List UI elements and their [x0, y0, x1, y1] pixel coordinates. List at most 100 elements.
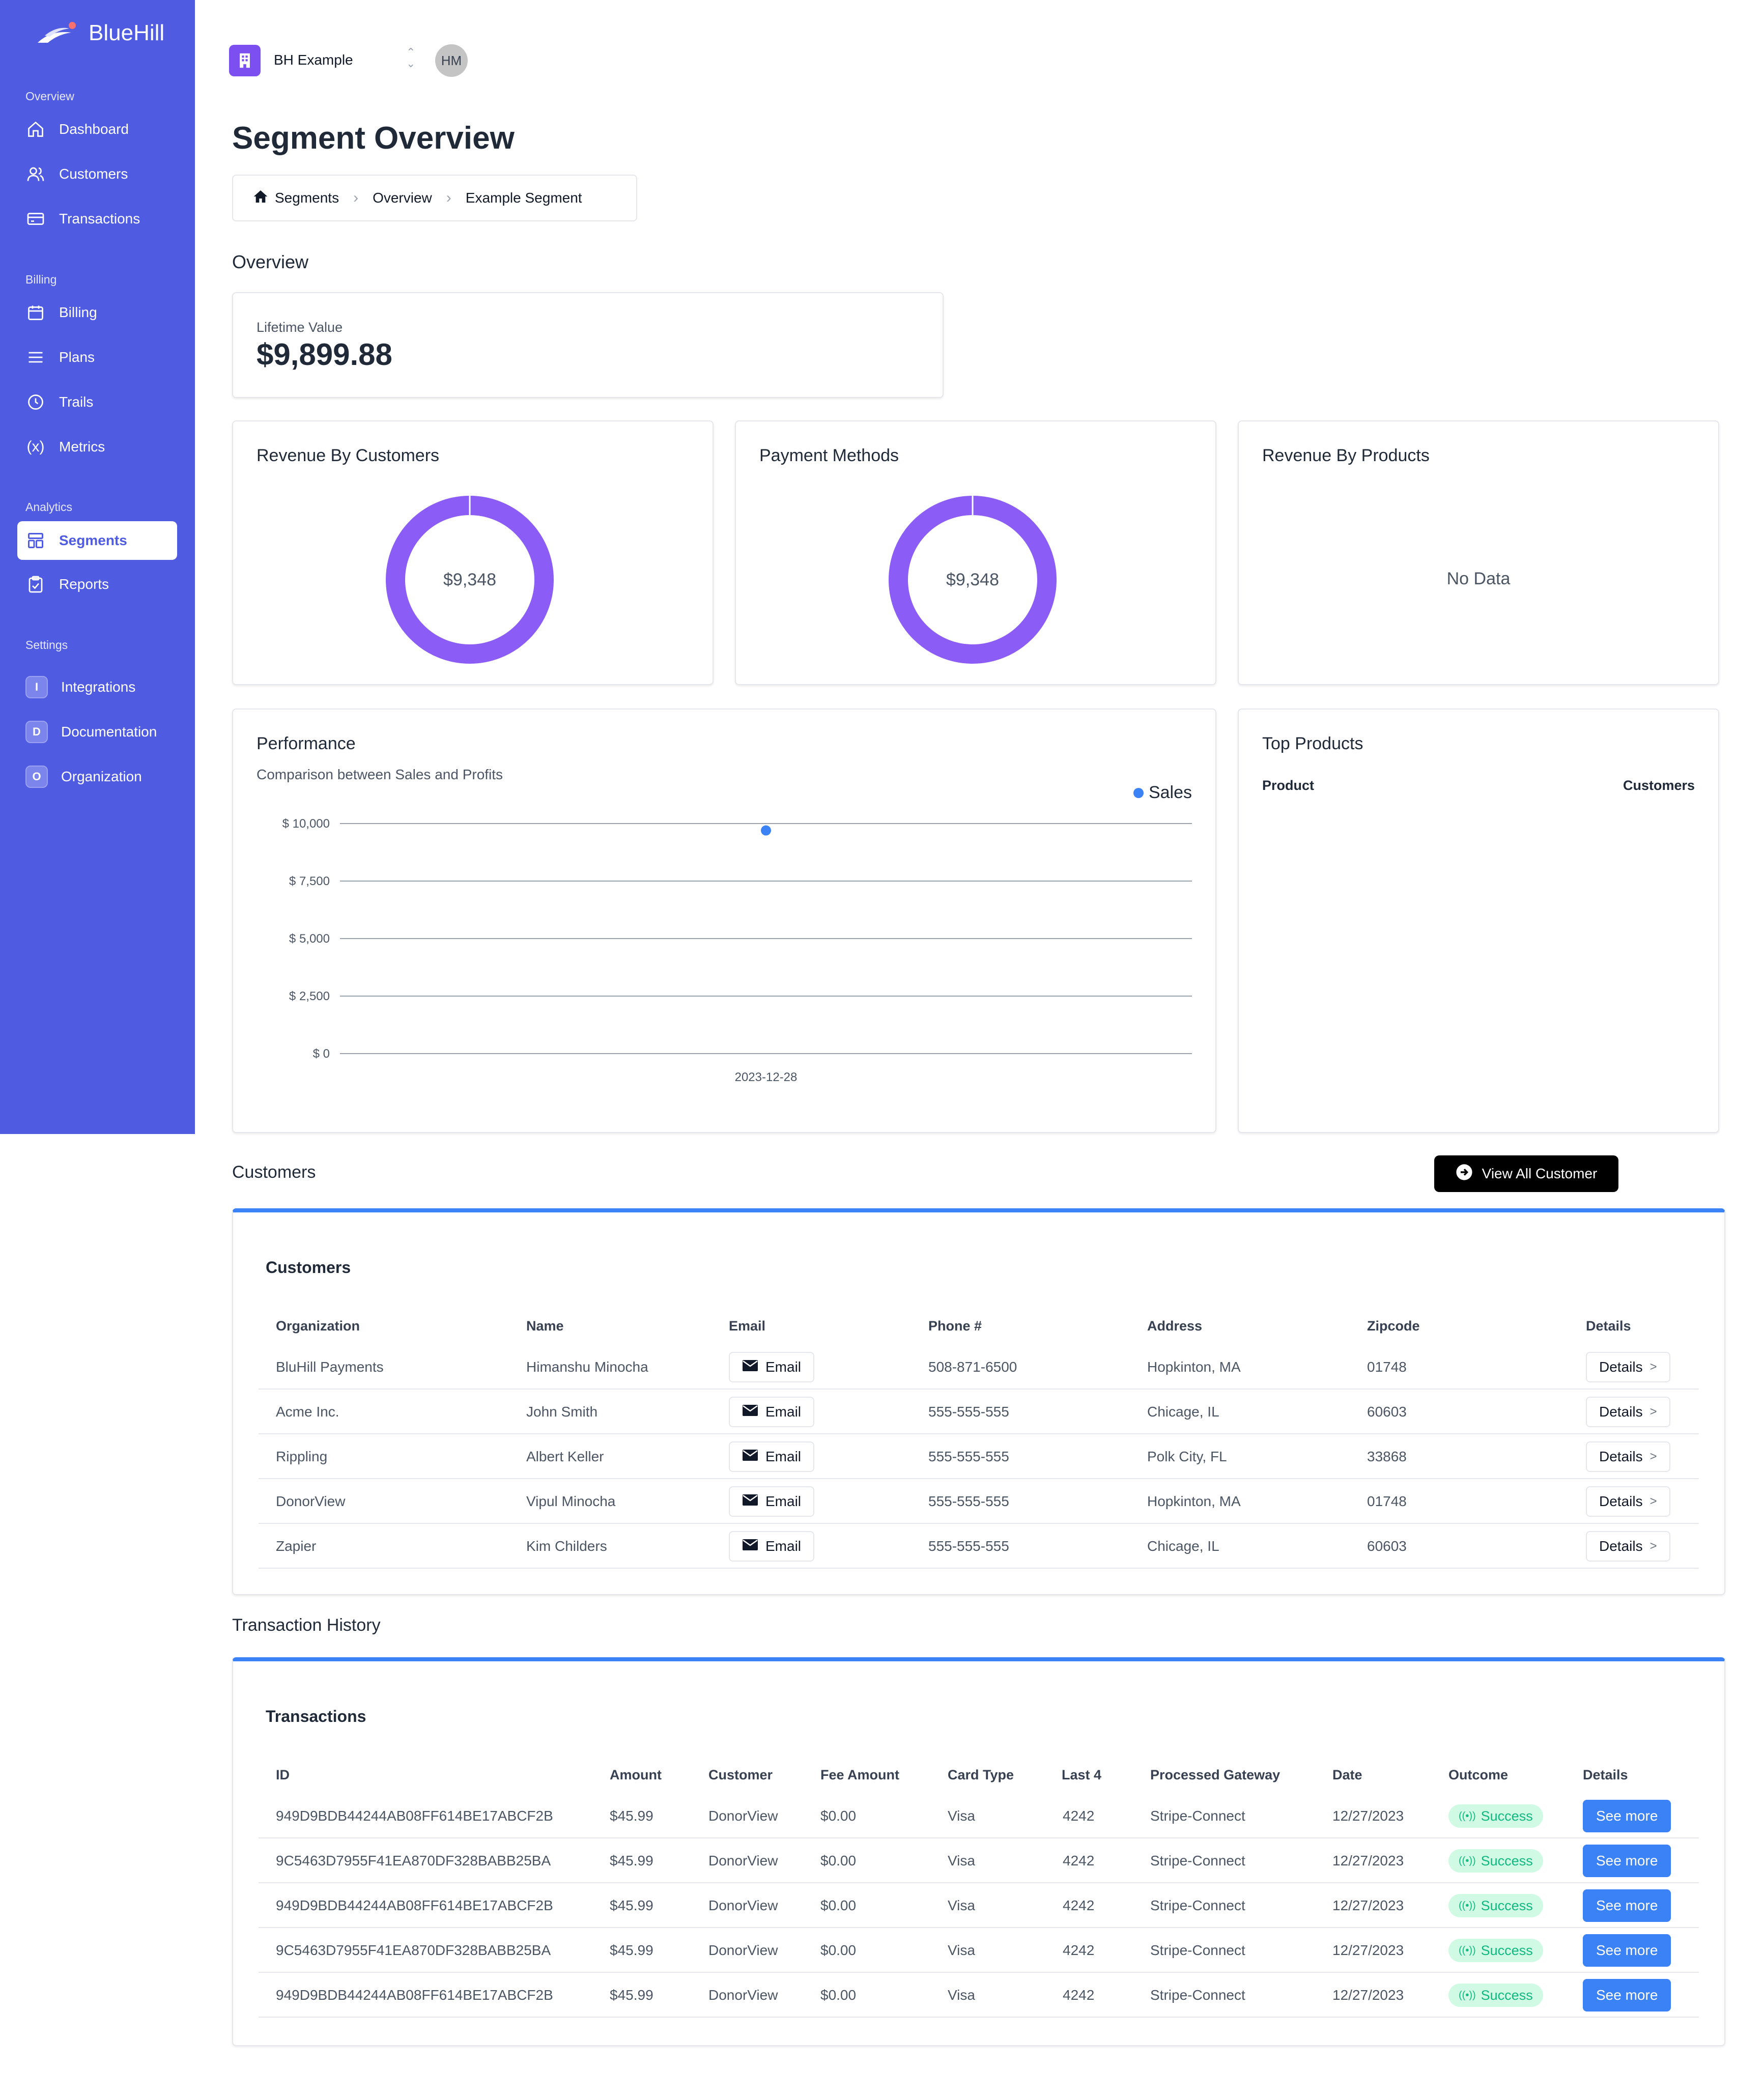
sidebar-item-documentation[interactable]: D Documentation [17, 713, 177, 751]
column-header[interactable]: Processed Gateway [1150, 1767, 1281, 1782]
cell-address: Chicage, IL [1147, 1538, 1219, 1554]
status-badge: ((•)) Success [1448, 1939, 1543, 1962]
column-header[interactable]: Organization [276, 1318, 360, 1334]
cell-last4: 4242 [1063, 1897, 1095, 1913]
details-button[interactable]: Details > [1586, 1352, 1670, 1382]
breadcrumb: Segments › Overview › Example Segment [232, 175, 637, 221]
view-all-label: View All Customer [1482, 1166, 1598, 1181]
see-more-button[interactable]: See more [1583, 1800, 1671, 1832]
see-more-button[interactable]: See more [1583, 1845, 1671, 1877]
broadcast-icon: ((•)) [1459, 1855, 1476, 1866]
payment-methods-donut[interactable]: $9,348 [888, 495, 1058, 665]
see-more-button[interactable]: See more [1583, 1979, 1671, 2012]
y-tick-label: $ 7,500 [289, 874, 330, 888]
cell-phone: 555-555-555 [928, 1404, 1009, 1420]
column-header[interactable]: Last 4 [1062, 1767, 1102, 1782]
donut-center-value: $9,348 [946, 570, 999, 589]
cell-email: Email [729, 1345, 815, 1390]
cell-id: 949D9BDB44244AB08FF614BE17ABCF2B [276, 1808, 553, 1824]
sidebar-item-plans[interactable]: Plans [17, 338, 177, 377]
column-header[interactable]: Phone # [928, 1318, 982, 1334]
cell-gateway: Stripe-Connect [1150, 1897, 1245, 1913]
segments-icon [25, 530, 46, 551]
org-switch-chevron-icon[interactable]: ⌃ ⌄ [406, 46, 416, 70]
details-button[interactable]: Details > [1586, 1531, 1670, 1562]
sidebar-item-organization[interactable]: O Organization [17, 757, 177, 796]
cell-email: Email [729, 1434, 815, 1479]
cell-email: Email [729, 1479, 815, 1524]
nav-section-billing: Billing [25, 273, 57, 286]
x-tick-label: 2023-12-28 [735, 1070, 798, 1084]
performance-card: Performance Comparison between Sales and… [232, 709, 1216, 1133]
revenue-by-customers-donut[interactable]: $9,348 [385, 495, 555, 665]
sidebar-item-reports[interactable]: Reports [17, 565, 177, 604]
column-header[interactable]: Details [1586, 1318, 1631, 1334]
sidebar-item-label: Reports [59, 576, 109, 592]
cell-id: 949D9BDB44244AB08FF614BE17ABCF2B [276, 1897, 553, 1913]
see-more-button[interactable]: See more [1583, 1889, 1671, 1922]
sidebar-item-label: Segments [59, 532, 127, 548]
cell-name: Kim Childers [526, 1538, 607, 1554]
sidebar-item-segments[interactable]: Segments [17, 521, 177, 560]
cell-last4: 4242 [1063, 1853, 1095, 1868]
column-header[interactable]: Fee Amount [820, 1767, 899, 1782]
sidebar-item-metrics[interactable]: (x) Metrics [17, 428, 177, 466]
revenue-by-customers-card: Revenue By Customers $9,348 [232, 420, 714, 685]
cell-amount: $45.99 [610, 1808, 653, 1824]
sidebar-item-billing[interactable]: Billing [17, 293, 177, 332]
cell-card-type: Visa [948, 1808, 975, 1824]
breadcrumb-overview[interactable]: Overview [373, 190, 432, 206]
email-button[interactable]: Email [729, 1397, 815, 1427]
email-button[interactable]: Email [729, 1441, 815, 1472]
email-button[interactable]: Email [729, 1531, 815, 1562]
cell-details: See more [1583, 1838, 1671, 1883]
column-header[interactable]: Name [526, 1318, 564, 1334]
sidebar-item-label: Documentation [61, 724, 157, 740]
cell-zipcode: 33868 [1367, 1449, 1407, 1464]
details-button[interactable]: Details > [1586, 1441, 1670, 1472]
column-header[interactable]: Address [1147, 1318, 1203, 1334]
email-label: Email [765, 1493, 802, 1509]
details-button[interactable]: Details > [1586, 1486, 1670, 1517]
column-header[interactable]: Card Type [948, 1767, 1014, 1782]
view-all-customers-button[interactable]: View All Customer [1434, 1155, 1618, 1192]
column-header[interactable]: Zipcode [1367, 1318, 1420, 1334]
sidebar-item-dashboard[interactable]: Dashboard [17, 110, 177, 149]
column-header[interactable]: ID [276, 1767, 290, 1782]
column-header[interactable]: Details [1583, 1767, 1628, 1782]
breadcrumb-segments[interactable]: Segments [275, 190, 339, 206]
cell-organization: Zapier [276, 1538, 317, 1554]
cell-details: Details > [1586, 1434, 1670, 1479]
see-more-button[interactable]: See more [1583, 1934, 1671, 1967]
status-badge: ((•)) Success [1448, 1849, 1543, 1873]
cell-date: 12/27/2023 [1332, 1942, 1404, 1958]
email-button[interactable]: Email [729, 1486, 815, 1517]
column-header[interactable]: Email [729, 1318, 766, 1334]
breadcrumb-example-segment[interactable]: Example Segment [465, 190, 582, 206]
column-header[interactable]: Amount [610, 1767, 662, 1782]
sidebar-item-customers[interactable]: Customers [17, 155, 177, 193]
cell-date: 12/27/2023 [1332, 1987, 1404, 2003]
column-header[interactable]: Date [1332, 1767, 1362, 1782]
org-name[interactable]: BH Example [274, 52, 353, 68]
cell-details: See more [1583, 1973, 1671, 2018]
sidebar-item-transactions[interactable]: Transactions [17, 200, 177, 238]
cell-id: 9C5463D7955F41EA870DF328BABB25BA [276, 1942, 551, 1958]
details-button[interactable]: Details > [1586, 1397, 1670, 1427]
column-header[interactable]: Customer [708, 1767, 773, 1782]
broadcast-icon: ((•)) [1459, 1944, 1476, 1956]
cell-fee: $0.00 [820, 1942, 857, 1958]
status-badge: ((•)) Success [1448, 1894, 1543, 1917]
sidebar-item-integrations[interactable]: I Integrations [17, 668, 177, 706]
column-header[interactable]: Outcome [1448, 1767, 1509, 1782]
data-point-sales[interactable] [761, 825, 771, 836]
avatar[interactable]: HM [435, 44, 468, 77]
table-row: Zapier Kim Childers 555-555-555 Chicage, IL… [259, 1524, 1699, 1569]
email-button[interactable]: Email [729, 1352, 815, 1382]
org-building-icon[interactable] [229, 45, 261, 76]
sidebar-item-trails[interactable]: Trails [17, 383, 177, 421]
home-icon[interactable] [252, 188, 269, 208]
logo[interactable]: BlueHill [36, 15, 164, 51]
sidebar-item-label: Organization [61, 769, 142, 784]
chart-legend[interactable]: Sales [1133, 783, 1192, 803]
